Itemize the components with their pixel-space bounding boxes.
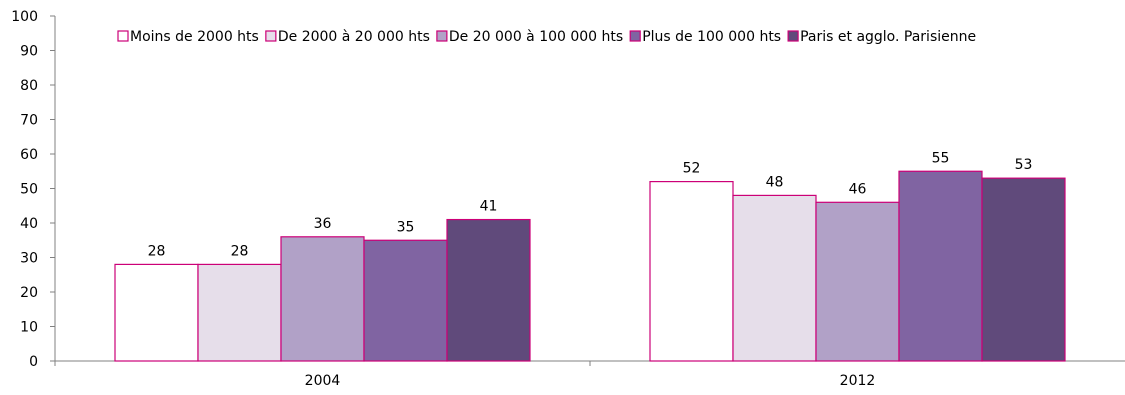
bar <box>114 263 199 362</box>
bar <box>898 170 983 362</box>
bar-value-label: 28 <box>231 243 249 259</box>
legend-swatch <box>787 30 799 42</box>
y-tick-label: 20 <box>20 285 38 301</box>
bar <box>649 181 734 362</box>
bar-value-label: 35 <box>397 219 415 235</box>
bar-value-label: 28 <box>148 243 166 259</box>
legend-label: Moins de 2000 hts <box>130 29 259 45</box>
y-tick-label: 100 <box>11 9 38 25</box>
y-tick-label: 90 <box>20 44 38 60</box>
bar <box>446 218 531 362</box>
bar-value-label: 46 <box>849 181 867 197</box>
bar-value-label: 55 <box>932 150 950 166</box>
y-tick-label: 0 <box>29 354 38 370</box>
y-tick-label: 70 <box>20 113 38 129</box>
legend-swatch <box>265 30 277 42</box>
legend-label: De 20 000 à 100 000 hts <box>449 29 623 45</box>
x-tick-label: 2004 <box>305 373 341 389</box>
legend-label: Plus de 100 000 hts <box>642 29 781 45</box>
bar-value-label: 52 <box>683 161 701 177</box>
y-tick-label: 40 <box>20 216 38 232</box>
data-labels: 28 28 36 35 41 52 48 46 55 53 <box>148 150 1033 259</box>
bar-value-label: 41 <box>480 199 498 215</box>
legend-swatch <box>436 30 448 42</box>
bar-value-label: 36 <box>314 216 332 232</box>
bar <box>815 201 900 362</box>
legend-swatch <box>117 30 129 42</box>
legend: Moins de 2000 hts De 2000 à 20 000 hts De … <box>117 29 976 45</box>
bar-value-label: 53 <box>1015 157 1033 173</box>
legend-label: De 2000 à 20 000 hts <box>278 29 430 45</box>
bar <box>197 263 282 362</box>
y-tick-label: 50 <box>20 182 38 198</box>
y-tick-label: 10 <box>20 320 38 336</box>
x-tick-label: 2012 <box>840 373 876 389</box>
bar <box>363 239 448 362</box>
y-tick-label: 30 <box>20 251 38 267</box>
y-tick-label: 60 <box>20 147 38 163</box>
bar-value-label: 48 <box>766 174 784 190</box>
legend-swatch <box>629 30 641 42</box>
bar <box>981 177 1066 362</box>
y-tick-label: 80 <box>20 78 38 94</box>
bar <box>732 194 817 362</box>
legend-label: Paris et agglo. Parisienne <box>800 29 976 45</box>
bars <box>114 170 1066 362</box>
bar <box>280 236 365 362</box>
